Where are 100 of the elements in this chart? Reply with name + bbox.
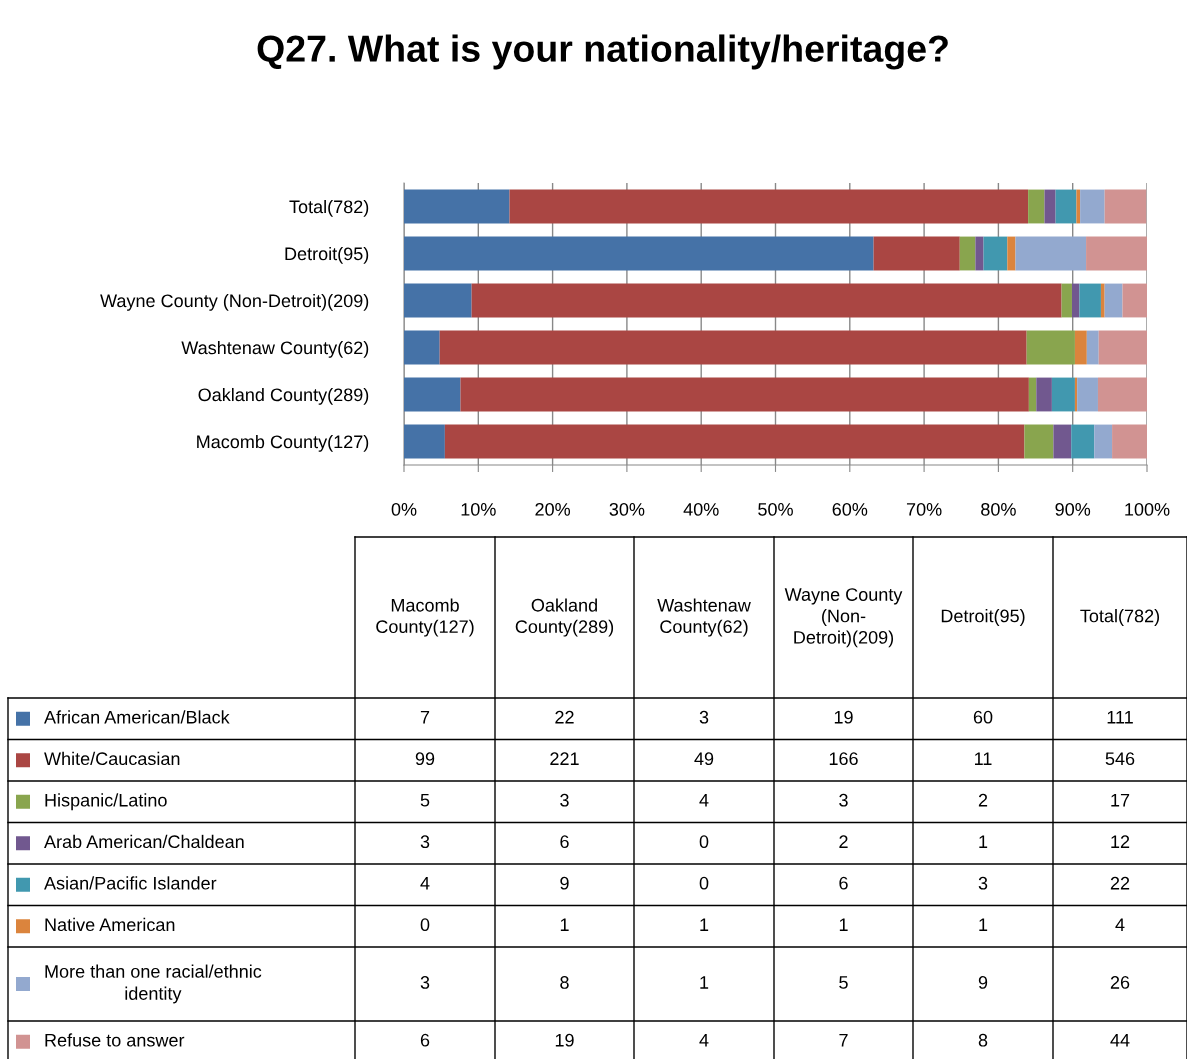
bar [1122, 283, 1147, 318]
data-label: 6 [839, 876, 848, 890]
data-label: 22 [555, 710, 574, 724]
bar [1100, 283, 1105, 318]
legend-label: White/Caucasian [44, 751, 180, 766]
x-tick-label: 50% [758, 502, 793, 516]
x-tick-label: 90% [1055, 502, 1091, 516]
x-tick-label: 30% [609, 502, 645, 516]
bar [1098, 330, 1147, 365]
data-label: 9 [978, 976, 988, 989]
data-label: 0 [420, 918, 430, 932]
bar [1051, 377, 1075, 412]
data-label: 0 [699, 835, 709, 849]
bar [1097, 377, 1147, 412]
data-label: 1 [560, 918, 569, 931]
data-label: 99 [415, 752, 435, 766]
bar [404, 189, 510, 224]
data-label: 1 [700, 976, 709, 989]
data-label: 7 [839, 1034, 848, 1047]
bar [1112, 424, 1147, 459]
data-label: 1 [700, 918, 709, 931]
data-label: 0 [699, 876, 709, 890]
category-label: Oakland County(289) [515, 598, 614, 637]
data-label: 11 [975, 752, 992, 765]
data-label: 3 [420, 835, 430, 849]
bar [1076, 189, 1081, 224]
data-label: 8 [978, 1033, 988, 1047]
bar [1074, 330, 1087, 365]
chart-title: Q27. What is your nationality/heritage? [257, 34, 948, 70]
x-tick-label: 0% [391, 502, 417, 516]
y-tick-label: Wayne County (Non-Detroit)(209) [100, 293, 369, 311]
x-tick-label: 80% [981, 502, 1016, 516]
data-label: 19 [834, 710, 853, 724]
data-label: 3 [560, 793, 569, 807]
bar [1079, 283, 1101, 318]
data-label: 2 [978, 793, 988, 807]
bar [1026, 330, 1075, 365]
data-label: 166 [829, 752, 858, 766]
data-label: 17 [1111, 794, 1130, 807]
bar [1080, 189, 1105, 224]
bar [1036, 377, 1052, 412]
data-label: 44 [1110, 1034, 1130, 1047]
bar [1086, 330, 1099, 365]
y-tick-label: Total(782) [289, 199, 369, 217]
bar [975, 236, 984, 271]
bar [471, 283, 1062, 318]
data-label: 6 [420, 1033, 430, 1047]
legend-label: Hispanic/Latino [45, 793, 167, 811]
data-label: 221 [550, 752, 579, 765]
x-tick-label: 10% [461, 502, 496, 516]
category-label: Total(782) [1080, 609, 1160, 626]
bar [404, 283, 472, 318]
bar [1007, 236, 1016, 271]
bar [404, 377, 461, 412]
data-label: 111 [1107, 711, 1133, 724]
data-label: 5 [839, 976, 848, 989]
bar [1094, 424, 1113, 459]
x-tick-label: 40% [683, 502, 719, 516]
category-label: Wayne County (Non-Detroit)(209) [784, 588, 903, 648]
bar [1071, 424, 1095, 459]
bar [1086, 236, 1147, 271]
bar [1024, 424, 1054, 459]
legend-label: More than one racial/ethnic identity [45, 964, 262, 1004]
bar [1061, 283, 1072, 318]
data-label: 2 [839, 835, 848, 848]
legend-label: Arab American/Chaldean [44, 834, 244, 849]
category-label: Macomb County(127) [376, 598, 474, 637]
data-label: 1 [979, 835, 988, 848]
legend-label: Native American [45, 917, 175, 932]
data-label: 3 [420, 976, 430, 989]
y-tick-label: Oakland County(289) [198, 387, 369, 405]
bar [1071, 283, 1080, 318]
bar [439, 330, 1027, 365]
category-label: Detroit(95) [941, 609, 1025, 626]
data-label: 3 [699, 710, 709, 724]
data-label: 546 [1105, 752, 1135, 766]
bar [444, 424, 1025, 459]
bar [1028, 189, 1045, 224]
data-label: 1 [979, 918, 988, 931]
y-tick-label: Macomb County(127) [197, 434, 369, 452]
bar [404, 330, 440, 365]
x-tick-label: 100% [1125, 502, 1170, 516]
legend-label: Asian/Pacific Islander [44, 876, 217, 890]
data-label: 8 [560, 976, 569, 989]
data-label: 6 [560, 835, 569, 849]
data-label: 26 [1110, 976, 1130, 989]
bar [460, 377, 1029, 412]
bar [1104, 283, 1123, 318]
data-label: 4 [699, 794, 709, 807]
bar [404, 236, 874, 271]
data-label: 22 [1110, 876, 1130, 890]
bar [1028, 377, 1037, 412]
y-tick-label: Detroit(95) [285, 246, 369, 264]
data-label: 3 [839, 793, 848, 807]
bar [509, 189, 1029, 224]
bar [983, 236, 1008, 271]
bar [1015, 236, 1087, 271]
y-tick-label: Washtenaw County(62) [181, 340, 369, 358]
bar [1053, 424, 1072, 459]
data-label: 5 [420, 794, 430, 807]
